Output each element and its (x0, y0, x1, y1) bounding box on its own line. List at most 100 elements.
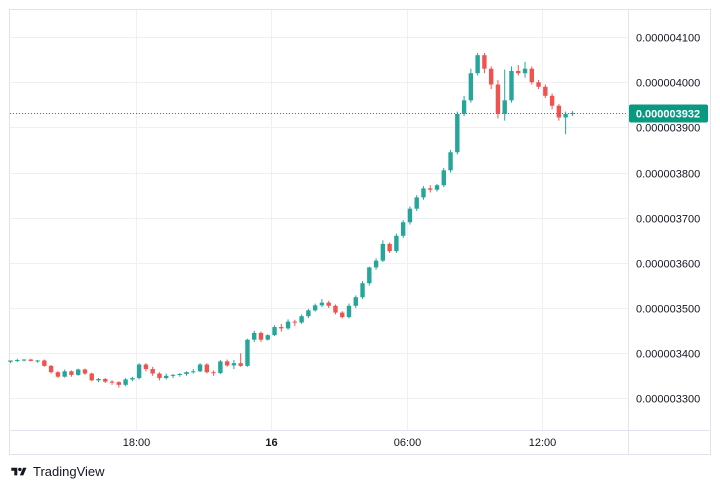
candle (238, 353, 243, 367)
candle-body (407, 208, 413, 223)
tradingview-logo-icon (11, 467, 27, 475)
candle (204, 363, 210, 374)
candle (387, 242, 392, 253)
candle-body (353, 297, 358, 306)
candle (116, 381, 122, 388)
candle (441, 168, 446, 188)
candle (130, 376, 135, 382)
candle-body (400, 222, 406, 236)
candle (556, 103, 562, 121)
candle-body (252, 332, 257, 340)
candle-body (191, 371, 196, 373)
candle-body (231, 363, 237, 366)
candle (400, 220, 406, 239)
candle (96, 378, 101, 383)
candle (373, 258, 379, 270)
candle-body (421, 188, 426, 198)
candle (563, 111, 568, 135)
candle-body (204, 364, 210, 373)
candle (15, 358, 20, 363)
candle-body (522, 68, 528, 74)
candle-body (197, 364, 203, 372)
candle (475, 52, 480, 76)
candle (197, 363, 203, 373)
candle-body (21, 359, 27, 361)
candle-body (360, 283, 365, 298)
candle (516, 65, 521, 76)
candle-body (15, 360, 20, 361)
candle-body (272, 327, 277, 336)
time-tick-label: 06:00 (394, 437, 422, 449)
candle (76, 368, 81, 376)
candle-body (8, 360, 13, 362)
candle (136, 363, 142, 380)
price-tick-label: 0.000003800 (636, 169, 700, 181)
candle-body (48, 365, 54, 373)
time-tick-label: 18:00 (123, 437, 151, 449)
candle-body (143, 364, 149, 370)
candle-body (340, 312, 345, 318)
candle (252, 330, 257, 342)
candle (258, 331, 264, 342)
candle (28, 358, 34, 362)
candle-body (123, 379, 128, 385)
candle (306, 308, 311, 318)
price-tick-label: 0.000003600 (636, 259, 700, 271)
candle (218, 360, 223, 374)
candle (312, 303, 318, 312)
candle-body (536, 82, 541, 87)
candle (340, 311, 345, 319)
candle-body (394, 235, 399, 252)
candle (421, 186, 426, 200)
candle (502, 69, 507, 121)
last-price-badge (629, 104, 708, 123)
candle-body (116, 382, 122, 385)
candle (272, 325, 277, 337)
candle-body (441, 170, 446, 186)
price-tick-label: 0.000003900 (636, 123, 700, 135)
candle-body (428, 188, 433, 190)
candle-body (292, 321, 298, 323)
candle (157, 372, 162, 381)
candle (35, 360, 40, 363)
candle-body (245, 339, 250, 366)
candle (509, 66, 514, 103)
candle-body (570, 112, 575, 114)
candle-body (387, 243, 392, 252)
candle (103, 378, 108, 384)
candle-body (414, 197, 419, 209)
candle-body (89, 373, 94, 381)
candle-body (556, 105, 562, 118)
candle-body (28, 359, 34, 361)
candle-body (130, 378, 135, 380)
tradingview-brand[interactable]: TradingView (10, 464, 105, 479)
last-price-label: 0.000003932 (636, 109, 700, 121)
candle-body (475, 55, 480, 74)
candle-body (279, 327, 284, 329)
candle-body (211, 372, 216, 374)
candle-body (96, 378, 101, 381)
candle-body (136, 364, 142, 379)
candle-body (549, 95, 555, 106)
candle (89, 372, 94, 382)
candle (495, 80, 501, 119)
candle (319, 299, 325, 308)
candle (211, 370, 216, 376)
candle (367, 266, 372, 286)
candle-body (516, 70, 521, 74)
candle-body (265, 335, 270, 340)
candle (353, 295, 358, 309)
candle-body (157, 373, 162, 379)
candle (333, 304, 338, 315)
candle (42, 359, 47, 367)
candle (536, 80, 541, 90)
candle (82, 368, 88, 375)
candle-body (306, 310, 311, 317)
candle-body (62, 371, 67, 377)
candle (224, 359, 230, 367)
candle-body (177, 374, 182, 375)
candle (529, 66, 534, 85)
candle-body (488, 68, 494, 85)
candle-body (448, 152, 453, 171)
